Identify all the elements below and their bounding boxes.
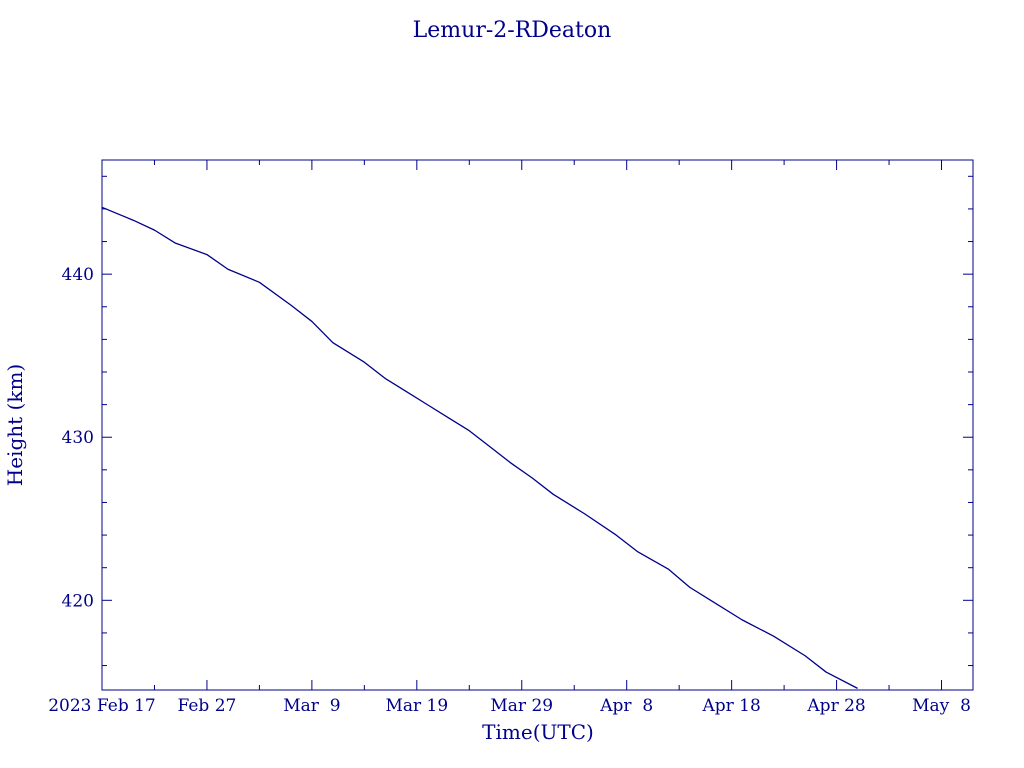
x-tick-label: Apr 8	[599, 696, 653, 716]
x-tick-label: Apr 18	[701, 696, 760, 716]
x-tick-label: 2023 Feb 17	[48, 696, 156, 716]
series-line-0	[101, 206, 858, 689]
x-tick-label: Mar 9	[283, 696, 340, 716]
x-axis-label: Time(UTC)	[482, 720, 594, 744]
y-tick-label: 420	[62, 591, 94, 611]
x-tick-label: Apr 28	[806, 696, 865, 716]
plot-frame	[101, 159, 974, 691]
chart-title: Lemur-2-RDeaton	[413, 18, 612, 43]
axis-ticks	[101, 160, 973, 690]
y-tick-label: 440	[62, 265, 94, 285]
axis-tick-labels: 2023 Feb 17 Feb 27 Mar 9 Mar 19 Mar 29 Apr 8 A…	[48, 265, 971, 716]
series-layer	[101, 206, 858, 689]
x-tick-label: Mar 29	[490, 696, 553, 716]
x-tick-label: Feb 27	[178, 696, 237, 716]
y-axis-label: Height (km)	[3, 364, 27, 486]
y-tick-label: 430	[62, 428, 94, 448]
x-tick-label: Mar 19	[385, 696, 448, 716]
x-tick-label: May 8	[912, 696, 971, 716]
